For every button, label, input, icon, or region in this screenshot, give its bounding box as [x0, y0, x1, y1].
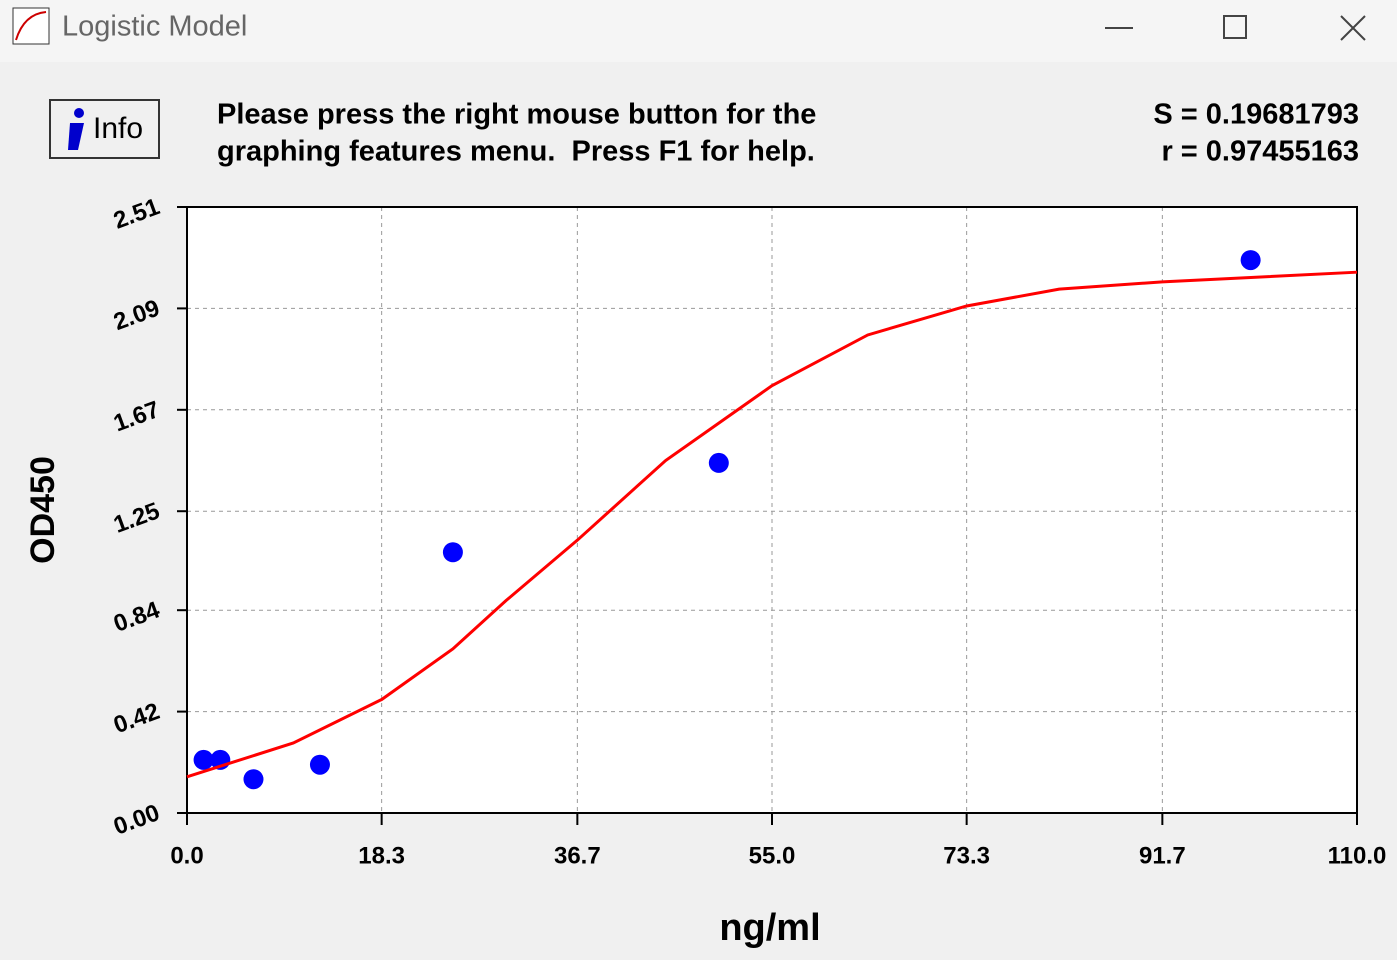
data-point	[1240, 250, 1261, 271]
maximize-button[interactable]	[1223, 15, 1247, 39]
data-point	[243, 769, 264, 790]
stat-r: r = 0.97455163	[1161, 136, 1359, 168]
info-icon-dot	[74, 108, 84, 118]
x-tick-label: 18.3	[358, 842, 405, 869]
data-point	[193, 749, 214, 770]
x-tick-label: 73.3	[943, 842, 990, 869]
y-tick-label: 0.42	[110, 698, 163, 739]
data-point	[708, 452, 729, 473]
app-icon	[12, 7, 50, 45]
window-title: Logistic Model	[62, 11, 247, 43]
close-button[interactable]	[1340, 15, 1366, 41]
y-tick-label: 2.51	[110, 193, 163, 234]
help-text: graphing features menu. Press F1 for hel…	[217, 136, 815, 168]
y-tick-label: 0.84	[110, 596, 164, 638]
help-text: Please press the right mouse button for …	[217, 99, 816, 131]
y-tick-label: 2.09	[110, 295, 163, 336]
y-axis-label: OD450	[24, 456, 62, 564]
plot-frame	[186, 206, 1358, 814]
x-tick-label: 0.0	[170, 842, 203, 869]
y-tick-label: 1.67	[110, 396, 163, 437]
x-tick-label: 36.7	[554, 842, 601, 869]
x-tick-label: 91.7	[1139, 842, 1186, 869]
data-point	[309, 754, 330, 775]
data-point	[442, 542, 463, 563]
x-axis-label: ng/ml	[719, 907, 820, 949]
title-bar	[0, 0, 1397, 62]
app-icon-curve	[15, 11, 47, 41]
y-tick-label: 1.25	[110, 497, 163, 538]
x-tick-label: 55.0	[749, 842, 796, 869]
fit-curve	[186, 270, 1358, 779]
info-icon	[68, 123, 84, 150]
stat-s: S = 0.19681793	[1153, 99, 1359, 131]
y-tick-label: 0.00	[110, 799, 163, 840]
info-label: Info	[93, 112, 143, 145]
info-button[interactable]: Info	[49, 99, 160, 159]
x-tick-label: 110.0	[1328, 842, 1387, 869]
